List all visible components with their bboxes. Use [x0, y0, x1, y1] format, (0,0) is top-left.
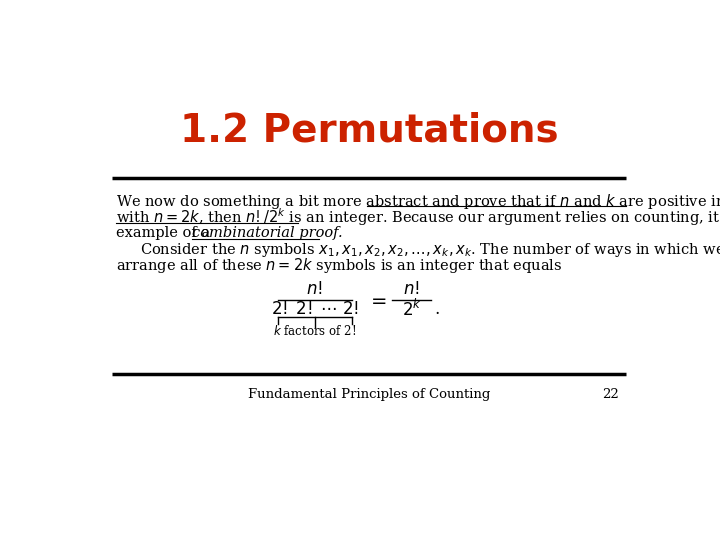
Text: combinatorial proof.: combinatorial proof. [192, 226, 342, 240]
Text: arrange all of these $n = 2k$ symbols is an integer that equals: arrange all of these $n = 2k$ symbols is… [117, 256, 562, 275]
Text: 1.2 Permutations: 1.2 Permutations [180, 111, 558, 149]
Text: with $n = 2k$, then $n!/2^k$ is an integer. Because our argument relies on count: with $n = 2k$, then $n!/2^k$ is an integ… [117, 206, 720, 228]
Text: 22: 22 [603, 388, 619, 401]
Text: $=$: $=$ [366, 291, 387, 309]
Text: $2!\;2!\;\cdots\;2!$: $2!\;2!\;\cdots\;2!$ [271, 301, 359, 318]
Text: $n!$: $n!$ [307, 281, 323, 298]
Text: We now do something a bit more abstract and prove that if $n$ and $k$ are positi: We now do something a bit more abstract … [117, 192, 720, 211]
Text: .: . [435, 301, 440, 318]
Text: $n!$: $n!$ [403, 281, 420, 298]
Text: Fundamental Principles of Counting: Fundamental Principles of Counting [248, 388, 490, 401]
Text: Consider the $n$ symbols $x_1, x_1, x_2, x_2, \ldots, x_k, x_k$. The number of w: Consider the $n$ symbols $x_1, x_1, x_2,… [140, 241, 720, 259]
Text: example of a: example of a [117, 226, 215, 240]
Text: $2^k$: $2^k$ [402, 299, 421, 320]
Text: $k$ factors of 2!: $k$ factors of 2! [273, 324, 356, 338]
